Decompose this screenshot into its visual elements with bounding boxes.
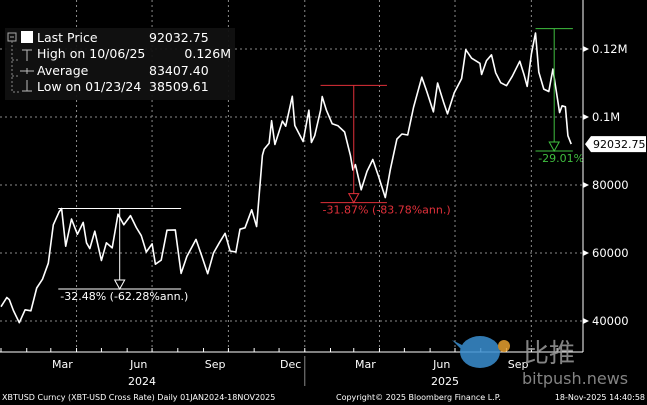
x-tick-label: Jun bbox=[432, 358, 450, 371]
legend-value: 92032.75 bbox=[149, 30, 209, 45]
axes: 40000 60000 80000 0.1M 0.12M Mar Jun Sep Dec Mar J… bbox=[0, 0, 646, 388]
y-tick-mark bbox=[583, 182, 589, 188]
x-tick-label: Mar bbox=[355, 358, 376, 371]
y-tick-label: 60000 bbox=[592, 246, 629, 260]
annotations: -32.48% (-62.28%ann.) -31.87% (-83.78%ann… bbox=[58, 28, 584, 303]
footer-security: XBTUSD Curncy (XBT-USD Cross Rate) Daily… bbox=[2, 393, 275, 402]
y-tick-label: 80000 bbox=[592, 178, 629, 192]
footer-copyright: Copyright© 2025 Bloomberg Finance L.P. bbox=[336, 393, 501, 402]
filled-square-icon bbox=[21, 31, 33, 43]
arrow-down-icon bbox=[347, 193, 360, 204]
watermark-chinese: 比推 bbox=[523, 339, 575, 369]
drawdown-label: -29.01% bbox=[538, 152, 584, 165]
drawdown-annotation: -31.87% (-83.78%ann.) bbox=[320, 84, 451, 217]
watermark-logo: 比推 bitpush.news bbox=[452, 336, 628, 388]
legend-value: 83407.40 bbox=[149, 63, 209, 78]
drawdown-label: -31.87% (-83.78%ann.) bbox=[323, 204, 451, 217]
y-tick-label: 0.1M bbox=[592, 110, 620, 124]
legend: Last Price High on 10/06/25 Average Low … bbox=[5, 28, 235, 100]
watermark-site: bitpush.news bbox=[522, 369, 628, 388]
last-price-tag bbox=[585, 136, 646, 153]
year-label: 2024 bbox=[128, 375, 156, 388]
x-tick-label: Sep bbox=[508, 358, 529, 371]
legend-value: 0.126M bbox=[184, 46, 231, 61]
arrow-down-icon bbox=[113, 279, 126, 291]
y-tick-mark bbox=[583, 46, 589, 52]
price-line bbox=[0, 32, 572, 324]
drawdown-annotation: -32.48% (-62.28%ann.) bbox=[58, 207, 188, 303]
series-layer bbox=[0, 32, 572, 324]
x-tick-label: Sep bbox=[205, 358, 226, 371]
arrow-down-icon bbox=[548, 141, 561, 153]
x-tick-label: Dec bbox=[280, 358, 301, 371]
legend-label: Last Price bbox=[37, 30, 98, 45]
x-tick-label: Jun bbox=[129, 358, 147, 371]
y-tick-mark bbox=[583, 250, 589, 256]
high-marker-icon bbox=[22, 49, 32, 61]
average-marker-icon bbox=[20, 68, 34, 74]
legend-label: High on 10/06/25 bbox=[37, 46, 145, 61]
last-price-label: 92032.75 bbox=[593, 138, 646, 151]
x-tick-label: Mar bbox=[52, 358, 73, 371]
y-tick-label: 40000 bbox=[592, 314, 629, 328]
low-marker-icon bbox=[22, 80, 32, 92]
y-tick-label: 0.12M bbox=[592, 42, 628, 56]
y-tick-mark bbox=[583, 114, 589, 120]
legend-label: Average bbox=[37, 63, 89, 78]
gridlines bbox=[0, 0, 583, 352]
y-tick-mark bbox=[583, 318, 589, 324]
footer-timestamp: 18-Nov-2025 14:40:58 bbox=[555, 393, 645, 402]
legend-value: 38509.61 bbox=[149, 79, 209, 94]
drawdown-label: -32.48% (-62.28%ann.) bbox=[60, 290, 188, 303]
drawdown-annotation: -29.01% bbox=[535, 28, 584, 165]
legend-label: Low on 01/23/24 bbox=[37, 79, 141, 94]
year-label: 2025 bbox=[431, 375, 459, 388]
